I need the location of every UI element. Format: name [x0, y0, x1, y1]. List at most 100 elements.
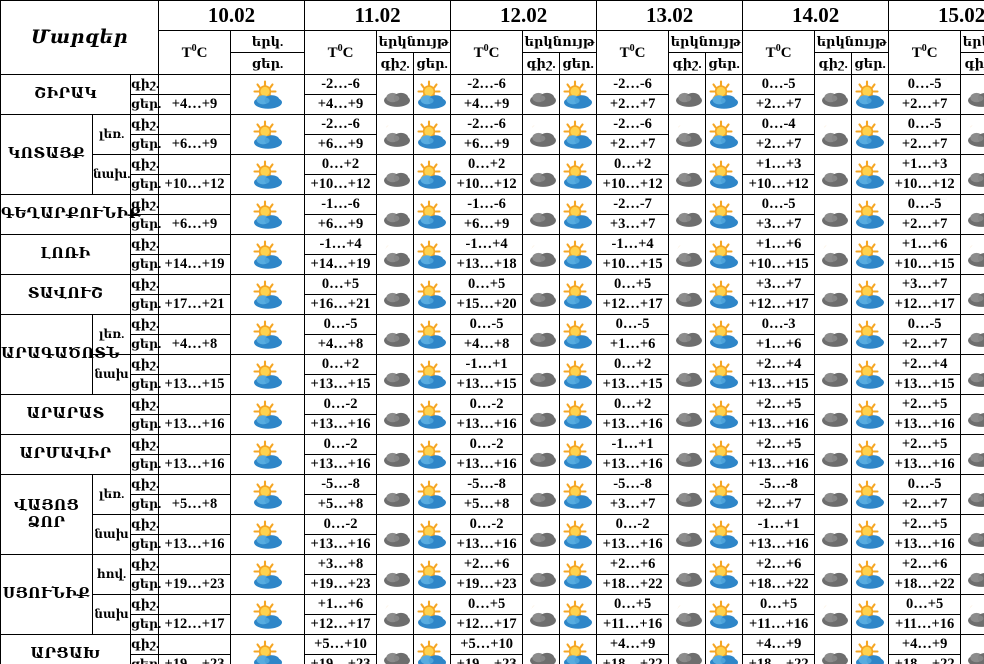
sun-behind-cloud-icon	[855, 79, 885, 109]
temp-night-1-5: 0…-5	[888, 114, 962, 135]
moon-behind-cloud-icon	[822, 402, 849, 427]
table-row: ցեր. +4…+8 +4…+8 +4…+8 +1…+6 +1…+6 +2…+7	[1, 334, 984, 355]
temp-night-14-2: +5…+10	[450, 634, 524, 655]
sun-behind-cloud-icon	[709, 119, 739, 149]
icon-night-9-3	[668, 434, 707, 475]
icon-night-9-1	[376, 434, 415, 475]
moon-behind-cloud-icon	[384, 482, 411, 507]
temp-day-5-0: +17…+21	[158, 294, 232, 315]
icon-night-6-4	[814, 314, 853, 355]
table-row: ԱՐԱԳԱԾՈՏՆ լեռ. գիշ. 0…-5 0…-5 0…-5 0…-3 0…-5	[0, 314, 984, 395]
table-row: ցեր. +17…+21 +16…+21 +15…+20 +12…+17 +12…+17 +…	[1, 294, 984, 315]
table-row: ԱՐՄԱՎԻՐ գիշ. 0…-2 0…-2 -1…+1 +2…+5 +2…+5	[0, 434, 984, 475]
moon-behind-cloud-icon	[676, 242, 703, 267]
sun-behind-cloud-icon	[563, 399, 593, 429]
temp-night-13-5: 0…+5	[888, 594, 962, 615]
icon-day-14-2	[559, 634, 598, 664]
icon-night-9-5	[960, 434, 984, 475]
moon-behind-cloud-icon	[822, 562, 849, 587]
night-row-label-11: գիշ.	[129, 514, 159, 535]
sun-behind-cloud-icon	[709, 639, 739, 664]
moon-behind-cloud-icon	[822, 282, 849, 307]
icon-night-12-3	[668, 554, 707, 595]
icon-night-3-4	[814, 194, 853, 235]
icon-night-11-4	[814, 514, 853, 555]
icon-day-0-4	[851, 74, 890, 115]
icon-day-11-4	[851, 514, 890, 555]
temp-day-12-3: +18…+22	[596, 574, 670, 595]
moon-behind-cloud-icon	[822, 122, 849, 147]
icon-day-4-0	[230, 234, 306, 275]
sun-behind-cloud-icon	[417, 199, 447, 229]
header-day-sub-2: ցեր.	[559, 52, 598, 75]
header-temp-label-5: T0C	[888, 30, 962, 75]
temp-night-7-0	[158, 354, 232, 375]
temp-day-9-2: +13…+16	[450, 454, 524, 475]
icon-day-1-0	[230, 114, 306, 155]
temp-day-13-1: +12…+17	[304, 614, 378, 635]
temp-day-14-1: +19…+23	[304, 654, 378, 664]
icon-day-2-4	[851, 154, 890, 195]
temp-night-2-2: 0…+2	[450, 154, 524, 175]
temp-night-11-5: +2…+5	[888, 514, 962, 535]
icon-day-8-2	[559, 394, 598, 435]
icon-night-1-5	[960, 114, 984, 155]
header-temp-label-0: T0C	[158, 30, 232, 75]
temp-day-4-3: +10…+15	[596, 254, 670, 275]
header-sky-label-5: երկնույթ	[960, 30, 984, 53]
sun-behind-cloud-icon	[709, 239, 739, 269]
moon-behind-cloud-icon	[384, 242, 411, 267]
icon-night-5-4	[814, 274, 853, 315]
moon-behind-cloud-icon	[822, 602, 849, 627]
sun-behind-cloud-icon	[417, 279, 447, 309]
day-row-label-8: ցեր.	[129, 414, 161, 435]
day-row-label-5: ցեր.	[129, 294, 161, 315]
temp-night-11-2: 0…-2	[450, 514, 524, 535]
icon-day-11-3	[705, 514, 744, 555]
moon-behind-cloud-icon	[676, 522, 703, 547]
sun-behind-cloud-icon	[252, 199, 282, 229]
temp-day-3-3: +3…+7	[596, 214, 670, 235]
temp-day-10-2: +5…+8	[450, 494, 524, 515]
temp-day-14-3: +18…+22	[596, 654, 670, 664]
temp-night-13-4: 0…+5	[742, 594, 816, 615]
region-label-3: ԳԵՂԱՐՔՈՒՆԻՔ	[0, 194, 141, 235]
icon-night-1-3	[668, 114, 707, 155]
icon-night-4-1	[376, 234, 415, 275]
sun-behind-cloud-icon	[252, 399, 282, 429]
subregion-label-2: նախ.	[92, 154, 131, 195]
region-label-0: ՇԻՐԱԿ	[0, 74, 131, 115]
temp-night-14-0	[158, 634, 232, 655]
icon-night-3-3	[668, 194, 707, 235]
icon-day-2-3	[705, 154, 744, 195]
icon-night-2-2	[522, 154, 561, 195]
temp-night-6-4: 0…-3	[742, 314, 816, 335]
temp-day-14-2: +19…+23	[450, 654, 524, 664]
temp-day-5-2: +15…+20	[450, 294, 524, 315]
header-night-sub-3: գիշ.	[668, 52, 707, 75]
subregion-label-11: նախ	[92, 514, 131, 555]
sun-behind-cloud-icon	[252, 439, 282, 469]
temp-night-3-0	[158, 194, 232, 215]
icon-day-3-1	[413, 194, 452, 235]
sun-behind-cloud-icon	[855, 359, 885, 389]
icon-day-5-4	[851, 274, 890, 315]
icon-night-3-2	[522, 194, 561, 235]
icon-night-11-5	[960, 514, 984, 555]
temp-day-2-5: +10…+12	[888, 174, 962, 195]
temp-night-12-2: +2…+6	[450, 554, 524, 575]
temp-night-10-4: -5…-8	[742, 474, 816, 495]
temp-day-4-1: +14…+19	[304, 254, 378, 275]
icon-night-13-3	[668, 594, 707, 635]
temp-day-14-5: +18…+22	[888, 654, 962, 664]
temp-day-4-0: +14…+19	[158, 254, 232, 275]
subregion-label-1: լեռ.	[92, 114, 131, 155]
icon-night-8-5	[960, 394, 984, 435]
icon-day-13-2	[559, 594, 598, 635]
temp-day-7-0: +13…+15	[158, 374, 232, 395]
icon-day-13-3	[705, 594, 744, 635]
icon-day-5-0	[230, 274, 306, 315]
moon-behind-cloud-icon	[968, 82, 984, 107]
icon-night-3-5	[960, 194, 984, 235]
table-row: նախ գիշ. 0…-2 0…-2 0…-2 -1…+1 +2…+5	[1, 514, 984, 555]
